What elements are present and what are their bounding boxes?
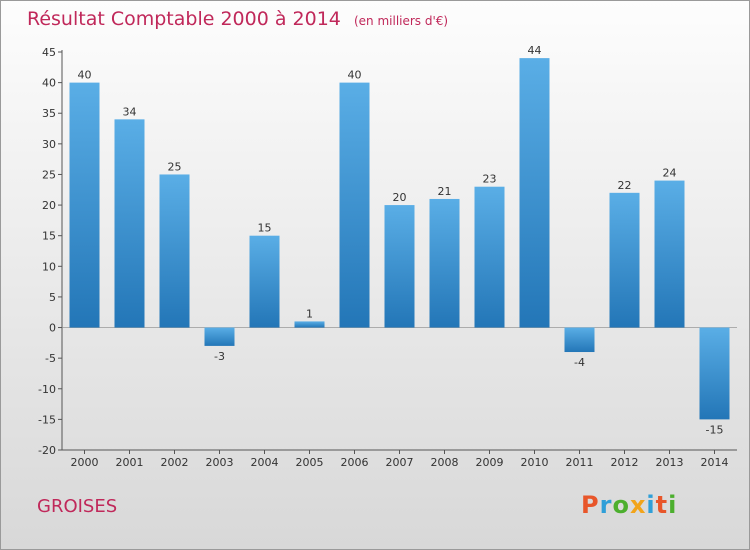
value-label: 15	[258, 222, 272, 235]
x-tick-label: 2004	[251, 456, 279, 469]
x-tick-label: 2008	[431, 456, 459, 469]
x-tick-label: 2001	[116, 456, 144, 469]
x-tick-label: 2007	[386, 456, 414, 469]
logo-letter: x	[629, 491, 647, 519]
y-tick-label: 40	[42, 77, 56, 90]
bar	[384, 205, 415, 328]
bar	[654, 180, 685, 328]
bar	[429, 198, 460, 328]
bar	[339, 82, 370, 328]
y-tick-label: -10	[38, 383, 56, 396]
bar	[609, 192, 640, 328]
value-label: 21	[438, 185, 452, 198]
logo-letter: P	[581, 491, 600, 519]
value-label: 40	[348, 69, 362, 82]
bar	[294, 321, 325, 328]
x-tick-label: 2000	[71, 456, 99, 469]
chart-subtitle: (en milliers d'€)	[353, 14, 449, 28]
x-tick-label: 2014	[701, 456, 729, 469]
y-tick-label: 30	[42, 138, 56, 151]
value-label: 34	[123, 105, 137, 118]
logo-letter: t	[655, 491, 669, 519]
x-tick-label: 2003	[206, 456, 234, 469]
value-label: 44	[528, 44, 542, 57]
bar	[249, 235, 280, 328]
value-label: 40	[78, 69, 92, 82]
logo-letter: i	[646, 491, 656, 519]
bar	[69, 82, 100, 328]
bar	[519, 58, 550, 328]
bar	[204, 327, 235, 346]
value-label: -3	[214, 350, 225, 363]
y-tick-label: 5	[49, 291, 56, 304]
x-tick-label: 2009	[476, 456, 504, 469]
x-tick-label: 2006	[341, 456, 369, 469]
y-tick-label: 45	[42, 46, 56, 59]
y-tick-label: 0	[49, 322, 56, 335]
y-tick-label: 15	[42, 230, 56, 243]
bar	[159, 174, 190, 328]
y-tick-label: 10	[42, 260, 56, 273]
value-label: 20	[393, 191, 407, 204]
y-tick-label: 25	[42, 168, 56, 181]
bar	[114, 119, 145, 328]
bar	[699, 327, 730, 420]
proxiti-logo: Proxiti	[581, 491, 677, 519]
x-tick-label: 2013	[656, 456, 684, 469]
logo-letter: i	[668, 491, 678, 519]
y-tick-label: 35	[42, 107, 56, 120]
town-name: GROISES	[37, 496, 118, 517]
y-tick-label: -20	[38, 444, 56, 457]
value-label: 23	[483, 173, 497, 186]
x-tick-label: 2002	[161, 456, 189, 469]
value-label: -4	[574, 356, 585, 369]
value-label: 22	[618, 179, 632, 192]
value-label: 24	[663, 167, 677, 180]
bar	[474, 186, 505, 328]
y-tick-label: -15	[38, 413, 56, 426]
y-tick-label: -5	[45, 352, 56, 365]
logo-letter: r	[599, 491, 613, 519]
value-label: -15	[706, 423, 724, 436]
x-tick-label: 2012	[611, 456, 639, 469]
x-tick-label: 2010	[521, 456, 549, 469]
chart-title: Résultat Comptable 2000 à 2014	[27, 8, 341, 30]
bar	[564, 327, 595, 353]
x-tick-label: 2011	[566, 456, 594, 469]
value-label: 25	[168, 160, 182, 173]
x-tick-label: 2005	[296, 456, 324, 469]
value-label: 1	[306, 307, 313, 320]
chart-header: Résultat Comptable 2000 à 2014 (en milli…	[27, 8, 448, 30]
y-tick-label: 20	[42, 199, 56, 212]
logo-letter: o	[612, 491, 630, 519]
